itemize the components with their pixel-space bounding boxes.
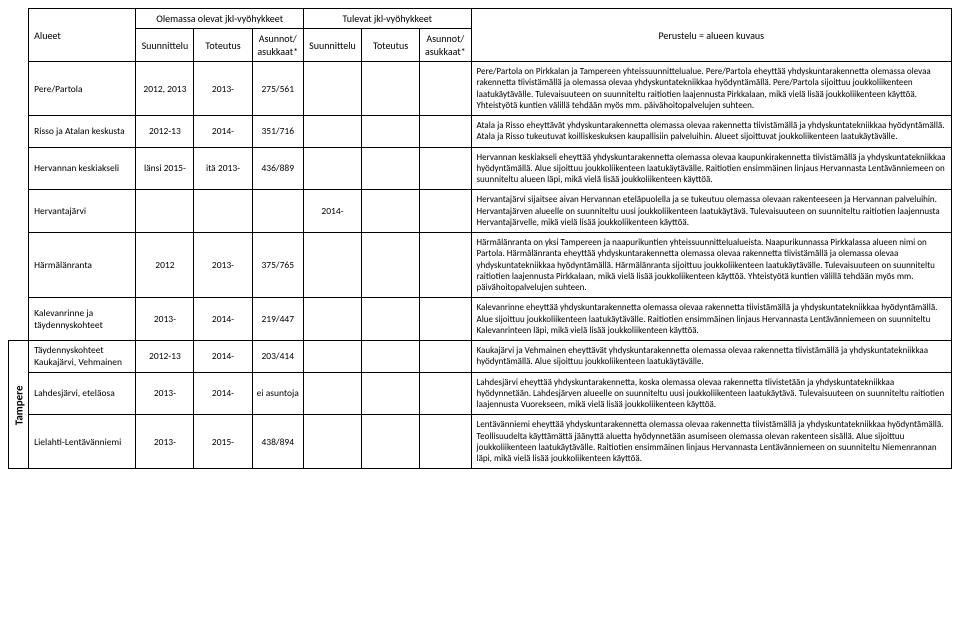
- cell-future-asunnot: [420, 147, 471, 190]
- description-cell: Lahdesjärvi eheyttää yhdyskuntarakennett…: [471, 372, 951, 415]
- area-cell: Pere/Partola: [29, 62, 136, 116]
- cell-existing-asunnot: ei asuntoja: [252, 372, 303, 415]
- cell-future-toteutus: [362, 341, 420, 373]
- cell-existing-suunnittelu: 2013-: [136, 372, 194, 415]
- cell-existing-suunnittelu: 2012-13: [136, 341, 194, 373]
- area-cell: Hervantajärvi: [29, 190, 136, 233]
- description-cell: Kaukajärvi ja Vehmainen eheyttävät yhdys…: [471, 341, 951, 373]
- region-label: Tampere: [9, 341, 29, 469]
- cell-future-toteutus: [362, 233, 420, 298]
- area-cell: Risso ja Atalan keskusta: [29, 116, 136, 148]
- cell-future-asunnot: [420, 341, 471, 373]
- description-cell: Härmälänranta on yksi Tampereen ja naapu…: [471, 233, 951, 298]
- cell-existing-suunnittelu: 2013-: [136, 298, 194, 341]
- cell-future-toteutus: [362, 415, 420, 469]
- table-row: Härmälänranta20122013-375/765 Härmälänran…: [9, 233, 952, 298]
- header-tulevat: Tulevat jkl-vyöhykkeet: [303, 9, 471, 29]
- cell-existing-asunnot: [252, 190, 303, 233]
- area-cell: Kalevanrinne ja täydennyskohteet: [29, 298, 136, 341]
- header-suunnittelu-2: Suunnittelu: [303, 29, 361, 62]
- cell-existing-toteutus: 2013-: [194, 62, 252, 116]
- cell-existing-toteutus: 2014-: [194, 341, 252, 373]
- cell-existing-suunnittelu: 2012-13: [136, 116, 194, 148]
- header-toteutus-1: Toteutus: [194, 29, 252, 62]
- description-cell: Hervantajärvi sijaitsee aivan Hervannan …: [471, 190, 951, 233]
- cell-future-asunnot: [420, 298, 471, 341]
- header-alueet: Alueet: [29, 9, 136, 62]
- cell-existing-suunnittelu: 2012: [136, 233, 194, 298]
- cell-existing-asunnot: 351/716: [252, 116, 303, 148]
- cell-existing-suunnittelu: [136, 190, 194, 233]
- cell-future-suunnittelu: [303, 147, 361, 190]
- cell-existing-toteutus: itä 2013-: [194, 147, 252, 190]
- cell-existing-asunnot: 375/765: [252, 233, 303, 298]
- description-cell: Kalevanrinne eheyttää yhdyskuntarakennet…: [471, 298, 951, 341]
- cell-existing-asunnot: 438/894: [252, 415, 303, 469]
- cell-future-asunnot: [420, 190, 471, 233]
- cell-existing-suunnittelu: 2012, 2013: [136, 62, 194, 116]
- cell-future-suunnittelu: 2014-: [303, 190, 361, 233]
- cell-existing-asunnot: 275/561: [252, 62, 303, 116]
- cell-existing-suunnittelu: 2013-: [136, 415, 194, 469]
- cell-future-suunnittelu: [303, 298, 361, 341]
- area-cell: Lielahti-Lentävänniemi: [29, 415, 136, 469]
- table-row: Hervannan keskiakselilänsi 2015-itä 2013…: [9, 147, 952, 190]
- zoning-table: Alueet Olemassa olevat jkl-vyöhykkeet Tu…: [8, 8, 952, 469]
- area-cell: Härmälänranta: [29, 233, 136, 298]
- table-row: Hervantajärvi 2014- Hervantajärvi sijaitse…: [9, 190, 952, 233]
- header-asunnot-2: Asunnot/ asukkaat*: [420, 29, 471, 62]
- cell-future-suunnittelu: [303, 415, 361, 469]
- cell-existing-toteutus: 2014-: [194, 372, 252, 415]
- header-perustelu: Perustelu = alueen kuvaus: [471, 9, 951, 62]
- table-row: Pere/Partola2012, 20132013-275/561 Pere/P…: [9, 62, 952, 116]
- area-cell: Täydennyskohteet Kaukajärvi, Vehmainen: [29, 341, 136, 373]
- cell-future-toteutus: [362, 298, 420, 341]
- description-cell: Pere/Partola on Pirkkalan ja Tampereen y…: [471, 62, 951, 116]
- area-cell: Lahdesjärvi, eteläosa: [29, 372, 136, 415]
- cell-future-suunnittelu: [303, 372, 361, 415]
- cell-existing-toteutus: 2014-: [194, 298, 252, 341]
- header-asunnot-1: Asunnot/ asukkaat*: [252, 29, 303, 62]
- table-row: Lielahti-Lentävänniemi2013-2015-438/894 L…: [9, 415, 952, 469]
- cell-existing-toteutus: [194, 190, 252, 233]
- table-row: Risso ja Atalan keskusta2012-132014-351/…: [9, 116, 952, 148]
- table-row: Kalevanrinne ja täydennyskohteet2013-201…: [9, 298, 952, 341]
- table-row: TampereTäydennyskohteet Kaukajärvi, Vehm…: [9, 341, 952, 373]
- cell-existing-suunnittelu: länsi 2015-: [136, 147, 194, 190]
- cell-future-asunnot: [420, 62, 471, 116]
- cell-existing-toteutus: 2015-: [194, 415, 252, 469]
- table-row: Lahdesjärvi, eteläosa2013-2014-ei asunto…: [9, 372, 952, 415]
- cell-future-suunnittelu: [303, 341, 361, 373]
- description-cell: Atala ja Risso eheyttävät yhdyskuntarake…: [471, 116, 951, 148]
- cell-existing-toteutus: 2013-: [194, 233, 252, 298]
- cell-future-toteutus: [362, 62, 420, 116]
- cell-existing-asunnot: 436/889: [252, 147, 303, 190]
- cell-future-suunnittelu: [303, 233, 361, 298]
- cell-future-asunnot: [420, 372, 471, 415]
- cell-future-toteutus: [362, 190, 420, 233]
- cell-future-suunnittelu: [303, 62, 361, 116]
- cell-future-asunnot: [420, 233, 471, 298]
- cell-future-toteutus: [362, 147, 420, 190]
- cell-existing-asunnot: 203/414: [252, 341, 303, 373]
- cell-existing-toteutus: 2014-: [194, 116, 252, 148]
- cell-future-asunnot: [420, 116, 471, 148]
- cell-existing-asunnot: 219/447: [252, 298, 303, 341]
- header-olemassa: Olemassa olevat jkl-vyöhykkeet: [136, 9, 304, 29]
- cell-future-asunnot: [420, 415, 471, 469]
- cell-future-toteutus: [362, 116, 420, 148]
- area-cell: Hervannan keskiakseli: [29, 147, 136, 190]
- description-cell: Hervannan keskiakseli eheyttää yhdyskunt…: [471, 147, 951, 190]
- cell-future-suunnittelu: [303, 116, 361, 148]
- header-toteutus-2: Toteutus: [362, 29, 420, 62]
- cell-future-toteutus: [362, 372, 420, 415]
- description-cell: Lentävänniemi eheyttää yhdyskuntarakenne…: [471, 415, 951, 469]
- header-suunnittelu-1: Suunnittelu: [136, 29, 194, 62]
